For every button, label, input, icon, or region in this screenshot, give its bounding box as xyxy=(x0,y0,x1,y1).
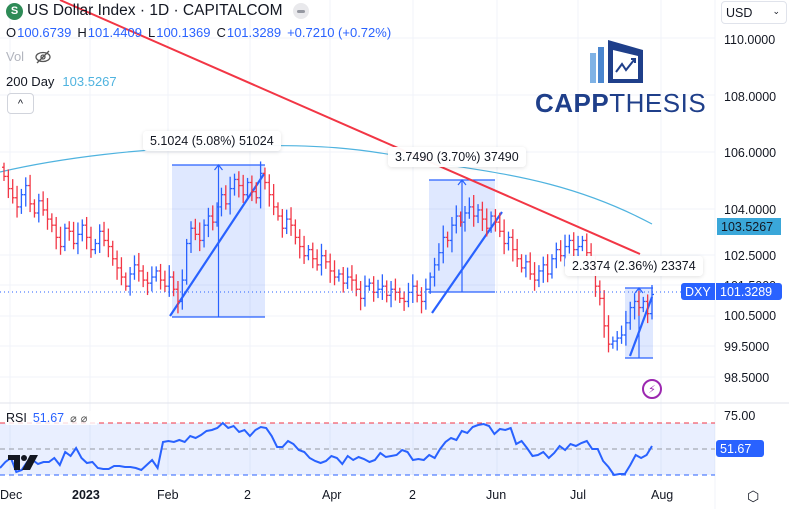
high-label: H xyxy=(77,25,87,40)
measure-tools xyxy=(169,164,654,359)
collapse-legend-button[interactable]: ^ xyxy=(7,93,34,114)
symbol-logo-icon: S xyxy=(6,2,23,20)
logo-bold-text: CAPP xyxy=(535,88,610,118)
symbol-title-row[interactable]: S US Dollar Index · 1D · CAPITALCOM xyxy=(6,2,397,20)
open-value: 100.6739 xyxy=(17,25,72,40)
time-axis-label: Jul xyxy=(570,488,586,502)
lightning-icon[interactable]: ⚡ xyxy=(642,379,662,399)
logo-thin-text: THESIS xyxy=(609,88,707,118)
low-label: L xyxy=(147,25,156,40)
time-axis-label: Dec xyxy=(0,488,23,502)
price-label: 100.5000 xyxy=(724,309,777,323)
price-label: 104.0000 xyxy=(724,203,777,217)
time-axis-label: 2023 xyxy=(72,488,100,502)
rsi-pane xyxy=(0,421,715,477)
capp-thesis-wordmark: CAPPTHESIS xyxy=(535,88,706,119)
price-label: 108.0000 xyxy=(724,90,777,104)
rsi-value: 51.67 xyxy=(32,411,65,425)
currency-select[interactable]: USD ⌄ xyxy=(721,1,787,24)
volume-row[interactable]: Vol xyxy=(6,48,397,66)
ohlc-values: O 100.6739 H 101.4409 L 100.1369 C 101.3289 … xyxy=(6,24,397,42)
rsi-axis-label: 75.00 xyxy=(724,409,756,423)
close-value: 101.3289 xyxy=(226,25,282,40)
ma-value: 103.5267 xyxy=(62,74,117,89)
low-value: 100.1369 xyxy=(156,25,211,40)
chart-legend: S US Dollar Index · 1D · CAPITALCOM O 100… xyxy=(6,2,397,91)
eye-hidden-icon[interactable] xyxy=(34,50,52,64)
price-label: 110.0000 xyxy=(724,33,776,47)
measure-label[interactable]: 2.3374 (2.36%) 23374 xyxy=(565,256,703,276)
symbol-tag: DXY xyxy=(681,283,715,300)
time-axis-label: 2 xyxy=(409,488,416,502)
capp-thesis-logo-icon xyxy=(590,40,643,83)
last-price-tag: 101.3289 xyxy=(716,283,782,300)
volume-label: Vol xyxy=(6,49,25,64)
time-axis-label: Apr xyxy=(322,488,342,502)
symbol-title[interactable]: US Dollar Index · 1D · CAPITALCOM xyxy=(27,2,283,19)
time-axis-label: Jun xyxy=(486,488,507,502)
na-icon: ⌀ xyxy=(70,412,77,425)
tradingview-logo-icon[interactable] xyxy=(8,452,42,472)
trendline xyxy=(59,0,641,255)
high-value: 101.4409 xyxy=(87,25,142,40)
chevron-down-icon: ⌄ xyxy=(772,6,780,16)
change-value: +0.7210 (+0.72%) xyxy=(287,25,392,40)
rsi-legend[interactable]: RSI 51.67 ⌀ ⌀ xyxy=(6,411,98,425)
open-label: O xyxy=(6,25,17,40)
close-label: C xyxy=(216,25,226,40)
measure-label[interactable]: 3.7490 (3.70%) 37490 xyxy=(388,147,526,167)
chevron-up-icon: ^ xyxy=(17,97,24,110)
ma-label: 200 Day xyxy=(6,74,55,89)
settings-gear-icon[interactable]: ⬡ xyxy=(747,488,760,504)
market-status-icon[interactable] xyxy=(292,3,309,19)
measure-label[interactable]: 5.1024 (5.08%) 51024 xyxy=(143,131,281,151)
time-axis-label: 2 xyxy=(244,488,251,502)
time-axis-label: Feb xyxy=(157,488,179,502)
price-label: 102.5000 xyxy=(724,249,777,263)
na-icon: ⌀ xyxy=(80,412,88,425)
ma-price-tag: 103.5267 xyxy=(717,218,781,235)
time-axis-label: Aug xyxy=(651,488,674,502)
price-label: 99.5000 xyxy=(724,340,770,354)
rsi-label: RSI xyxy=(6,411,27,425)
rsi-value-tag: 51.67 xyxy=(716,440,764,457)
price-label: 106.0000 xyxy=(724,146,777,160)
ma-row[interactable]: 200 Day 103.5267 xyxy=(6,73,397,91)
moving-average-line xyxy=(0,144,653,225)
currency-value: USD xyxy=(726,6,753,20)
price-label: 98.5000 xyxy=(724,371,770,385)
